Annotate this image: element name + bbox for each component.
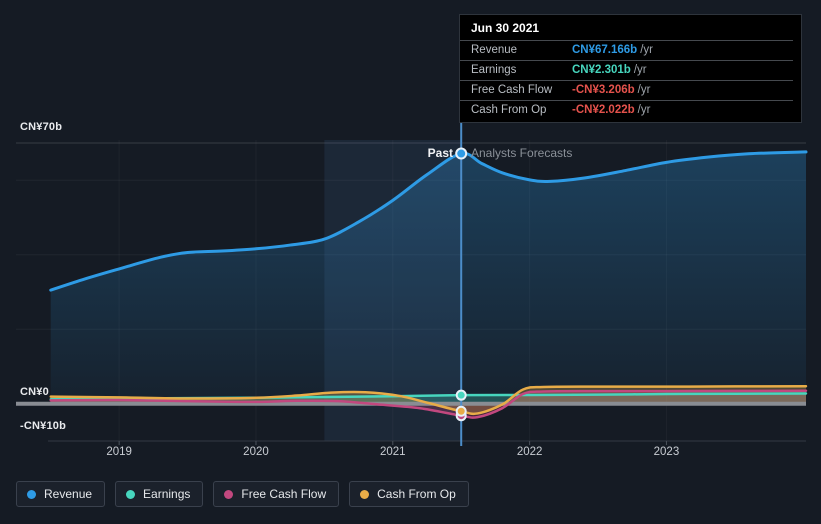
x-axis-label-2021: 2021 [379, 446, 406, 458]
legend-item-fcf[interactable]: Free Cash Flow [213, 481, 340, 507]
tooltip-rows: Revenue CN¥67.166b/yr Earnings CN¥2.301b/yr… [460, 40, 801, 122]
legend-item-revenue[interactable]: Revenue [16, 481, 106, 507]
x-axis-label-2019: 2019 [106, 446, 132, 458]
y-axis-label-zero: CN¥0 [20, 386, 49, 398]
tooltip-row: Revenue CN¥67.166b/yr [460, 40, 793, 60]
legend-item-earnings[interactable]: Earnings [115, 481, 204, 507]
tooltip-row: Earnings CN¥2.301b/yr [460, 60, 793, 80]
chart-legend: Revenue Earnings Free Cash Flow Cash From O… [16, 481, 469, 507]
tooltip-date: Jun 30 2021 [471, 21, 540, 35]
tooltip-row-value: CN¥67.166b [572, 44, 638, 56]
tooltip-row-value: CN¥2.301b [572, 64, 631, 76]
y-axis-label-neg10: -CN¥10b [20, 420, 67, 432]
earnings-series-dot-icon [126, 489, 136, 499]
fcf-series-dot-icon [224, 489, 234, 499]
tooltip-row-label: Free Cash Flow [471, 84, 553, 96]
tooltip-row-label: Earnings [471, 64, 517, 76]
tooltip-row: Free Cash Flow -CN¥3.206b/yr [460, 80, 793, 100]
legend-label: Earnings [143, 487, 191, 501]
cfo-series-dot-icon [360, 489, 370, 499]
tooltip-row-label: Revenue [471, 44, 518, 56]
chart-tooltip: Jun 30 2021 Revenue CN¥67.166b/yr Earnings… [459, 14, 802, 123]
forecast-label: Analysts Forecasts [471, 146, 573, 160]
legend-label: Free Cash Flow [241, 487, 327, 501]
y-axis-label-70b: CN¥70b [20, 121, 63, 133]
x-axis-label-2022: 2022 [516, 446, 543, 458]
x-axis-label-2020: 2020 [243, 446, 269, 458]
past-label: Past [427, 146, 453, 160]
tooltip-row-value: -CN¥2.022b [572, 104, 635, 116]
tooltip-row: Cash From Op -CN¥2.022b/yr [460, 100, 793, 122]
legend-label: Revenue [44, 487, 93, 501]
tooltip-row-unit: /yr [640, 44, 653, 56]
legend-item-cfo[interactable]: Cash From Op [349, 481, 469, 507]
tooltip-row-label: Cash From Op [471, 104, 547, 116]
tooltip-row-value: -CN¥3.206b [572, 84, 635, 96]
revenue-series-dot-icon [27, 489, 36, 499]
x-axis-label-2023: 2023 [653, 446, 680, 458]
legend-label: Cash From Op [377, 487, 456, 501]
tooltip-row-unit: /yr [637, 104, 651, 116]
tooltip-row-unit: /yr [637, 84, 651, 96]
tooltip-row-unit: /yr [633, 64, 647, 76]
